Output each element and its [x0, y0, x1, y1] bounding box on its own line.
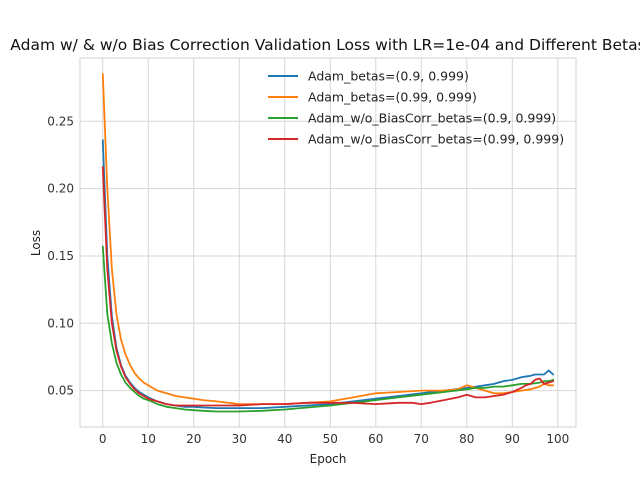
- grid-lines: [80, 58, 576, 427]
- x-tick-label: 20: [186, 432, 201, 446]
- legend: Adam_betas=(0.9, 0.999) Adam_betas=(0.99,…: [268, 69, 564, 147]
- x-tick-label: 80: [459, 432, 474, 446]
- y-tick-label: 0.05: [47, 384, 74, 398]
- y-tick-label: 0.20: [47, 182, 74, 196]
- legend-label-1: Adam_betas=(0.9, 0.999): [308, 69, 469, 84]
- y-axis-ticks: 0.05 0.10 0.15 0.20 0.25: [47, 114, 74, 397]
- legend-label-4: Adam_w/o_BiasCorr_betas=(0.99, 0.999): [308, 132, 564, 147]
- x-tick-label: 10: [141, 432, 156, 446]
- x-tick-label: 90: [505, 432, 520, 446]
- x-tick-label: 60: [368, 432, 383, 446]
- x-tick-label: 30: [232, 432, 247, 446]
- plot-area: [80, 58, 576, 427]
- x-axis-label: Epoch: [310, 452, 347, 466]
- legend-label-3: Adam_w/o_BiasCorr_betas=(0.9, 0.999): [308, 111, 556, 126]
- chart-title: Adam w/ & w/o Bias Correction Validation…: [10, 36, 640, 54]
- y-axis-label: Loss: [29, 230, 43, 256]
- series-line-3: [101, 245, 555, 413]
- y-tick-label: 0.15: [47, 249, 74, 263]
- plot-frame: [79, 57, 577, 428]
- x-tick-label: 100: [546, 432, 569, 446]
- legend-label-2: Adam_betas=(0.99, 0.999): [308, 90, 477, 105]
- y-tick-label: 0.25: [47, 114, 74, 128]
- series-lines: [101, 73, 555, 413]
- x-axis-ticks: 0 10 20 30 40 50 60 70 80 90 100: [99, 432, 569, 446]
- x-tick-label: 0: [99, 432, 107, 446]
- x-tick-label: 40: [277, 432, 292, 446]
- y-tick-label: 0.10: [47, 316, 74, 330]
- series-line-4: [101, 166, 555, 407]
- x-tick-label: 50: [323, 432, 338, 446]
- x-tick-label: 70: [414, 432, 429, 446]
